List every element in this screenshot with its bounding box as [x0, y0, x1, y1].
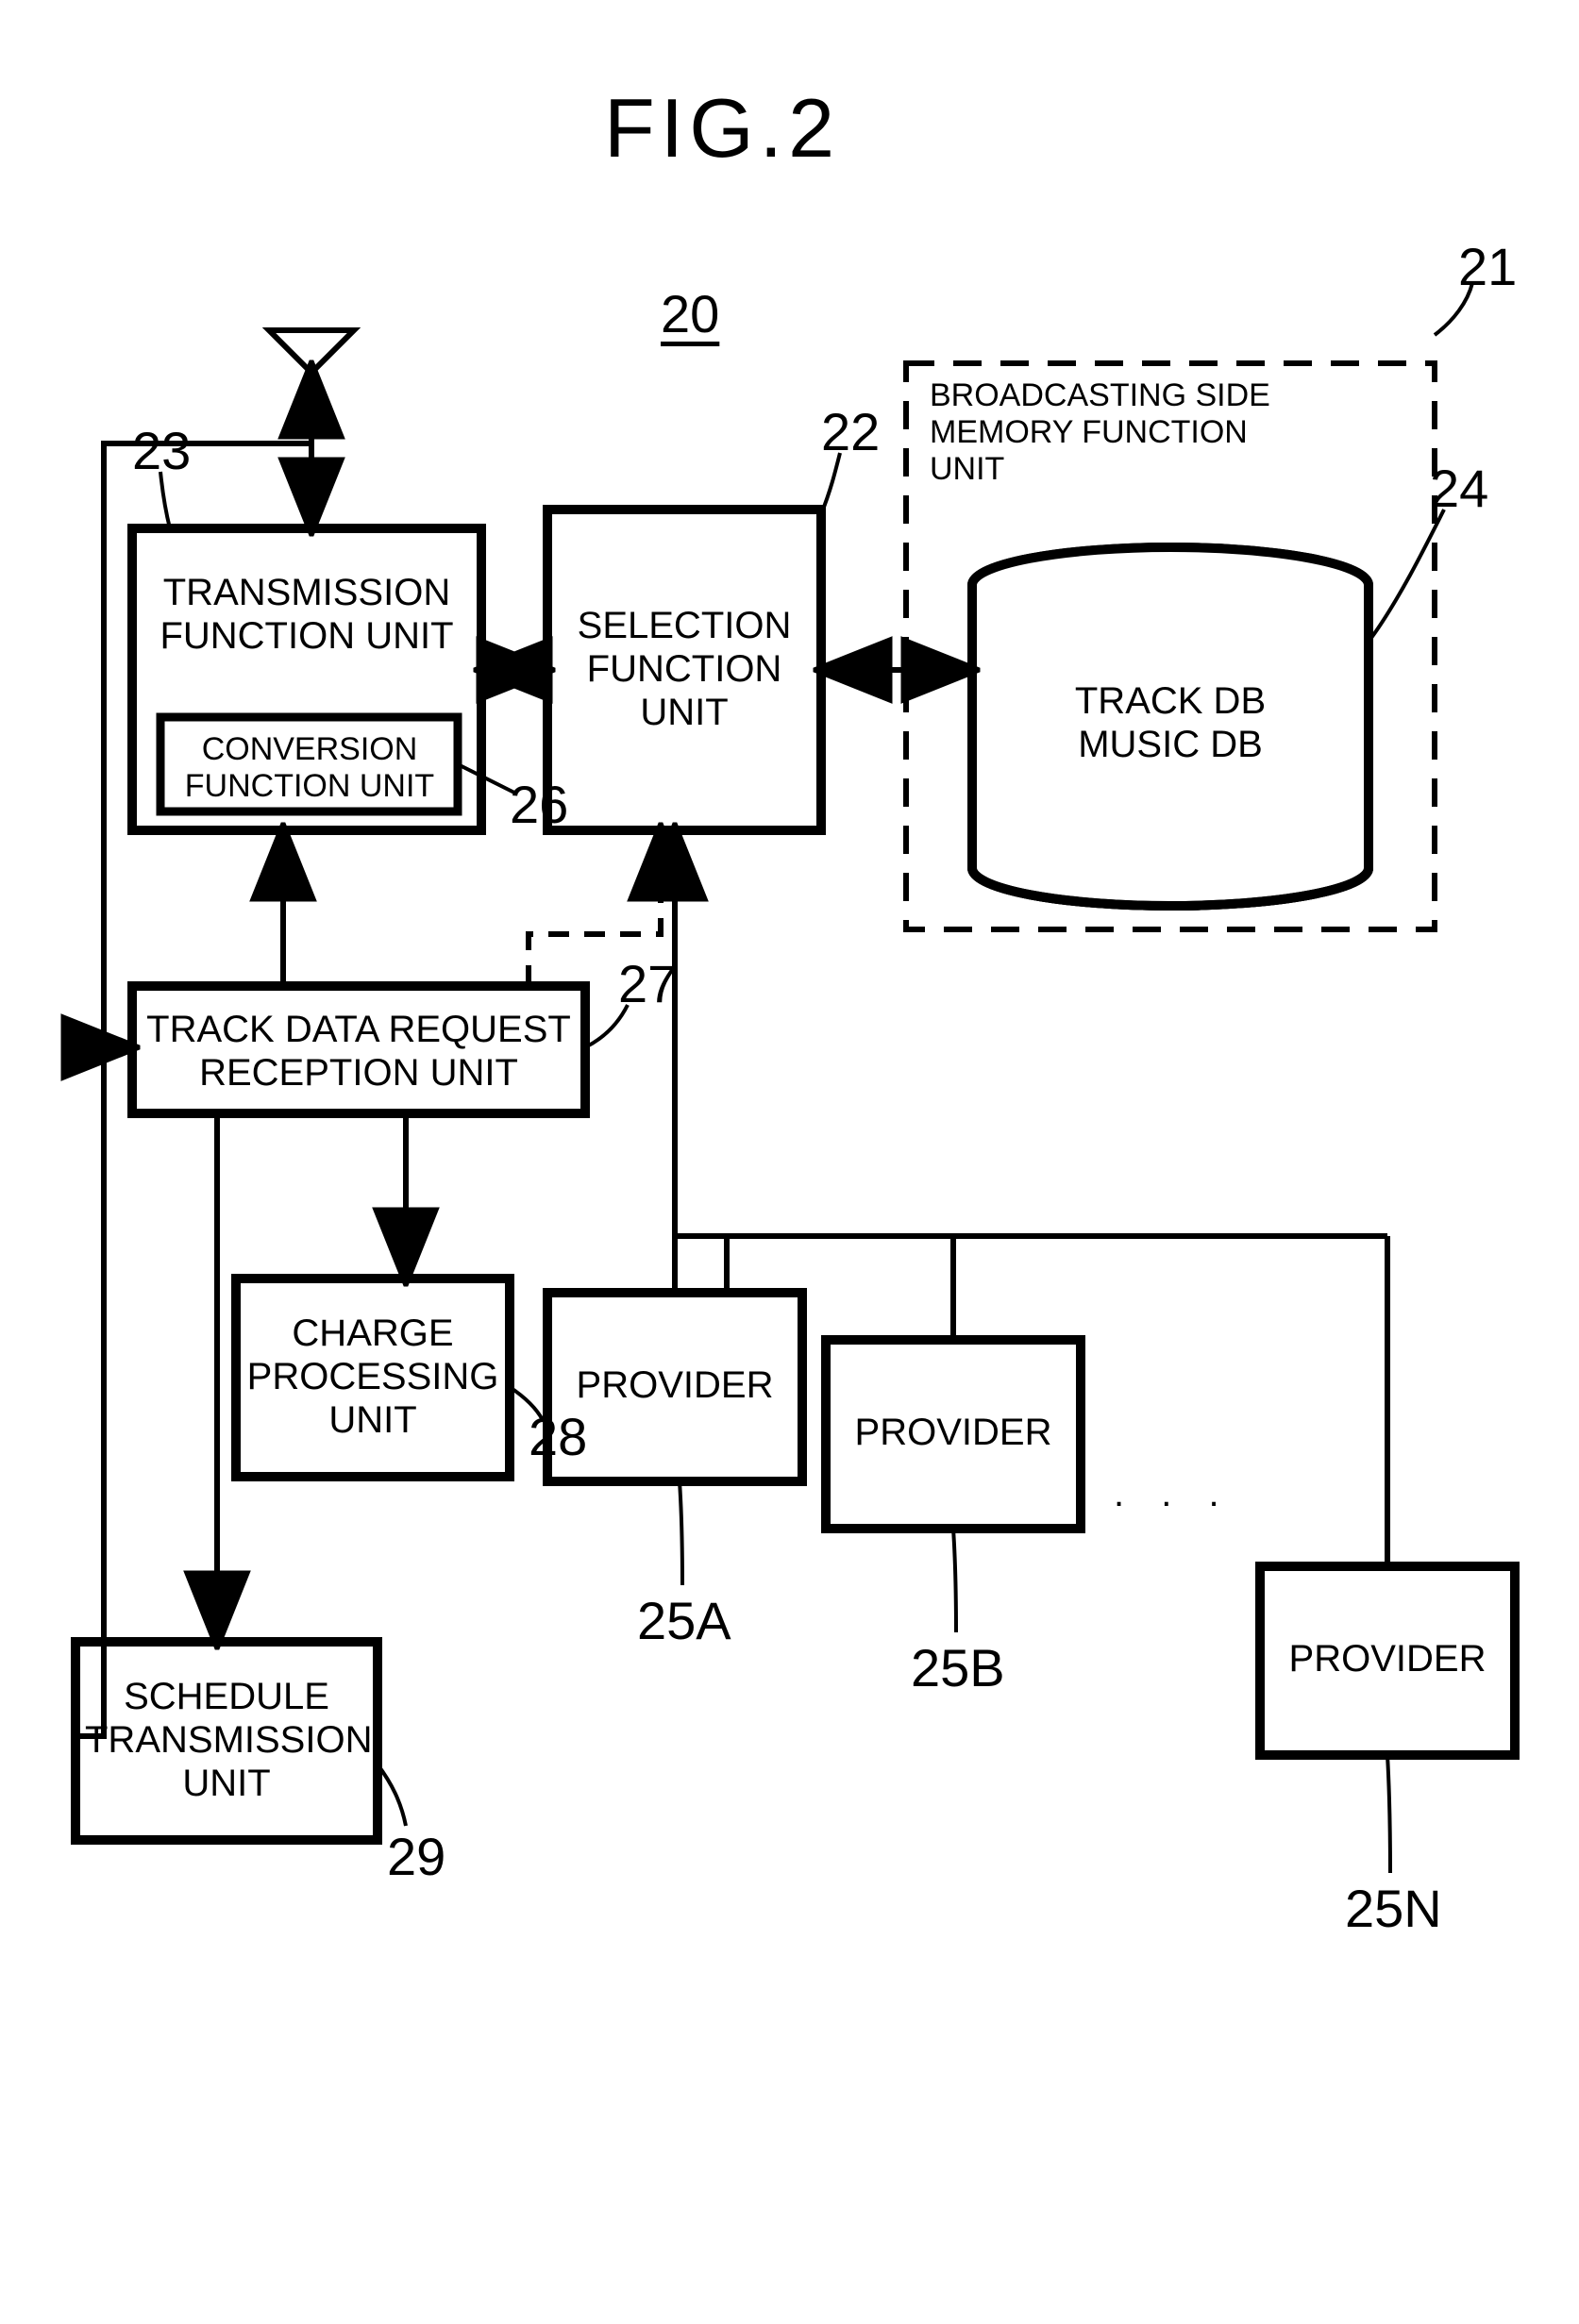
bus-left [76, 1047, 104, 1736]
provider-a-label: PROVIDER [562, 1363, 788, 1407]
ref-26: 26 [510, 774, 568, 835]
antenna-icon [269, 330, 354, 373]
charge-label: CHARGE PROCESSING UNIT [245, 1312, 500, 1442]
ref-20: 20 [661, 283, 719, 344]
diagram-svg [0, 0, 1579, 2324]
figure-title: FIG.2 [604, 80, 840, 176]
provider-n-label: PROVIDER [1274, 1637, 1501, 1680]
ref-25b: 25B [911, 1637, 1005, 1698]
schedule-label: SCHEDULE TRANSMISSION UNIT [85, 1675, 368, 1805]
ref-28: 28 [529, 1406, 587, 1467]
lead-25b [953, 1529, 956, 1632]
ref-25n: 25N [1345, 1878, 1442, 1939]
ref-21: 21 [1458, 236, 1517, 297]
ref-23: 23 [132, 420, 191, 481]
transmission-label: TRANSMISSION FUNCTION UNIT [146, 571, 467, 658]
ref-24: 24 [1430, 458, 1488, 519]
provider-ellipsis: . . . [1114, 1472, 1233, 1515]
lead-25n [1387, 1755, 1390, 1873]
provider-b-label: PROVIDER [840, 1411, 1067, 1454]
track-req-label: TRACK DATA REQUEST RECEPTION UNIT [146, 1008, 571, 1095]
ref-29: 29 [387, 1826, 445, 1887]
diagram-canvas: FIG.2 20 BROADCASTING SIDE MEMORY FUNCTI… [0, 0, 1579, 2324]
conversion-label: CONVERSION FUNCTION UNIT [168, 731, 451, 805]
memory-unit-label: BROADCASTING SIDE MEMORY FUNCTION UNIT [930, 377, 1270, 488]
lead-25a [680, 1481, 682, 1585]
ref-22: 22 [821, 401, 880, 462]
ref-27: 27 [618, 953, 677, 1014]
ref-25a: 25A [637, 1590, 731, 1651]
selection-label: SELECTION FUNCTION UNIT [562, 604, 807, 734]
db-label: TRACK DB MUSIC DB [1015, 679, 1326, 766]
lead-24 [1369, 510, 1444, 642]
